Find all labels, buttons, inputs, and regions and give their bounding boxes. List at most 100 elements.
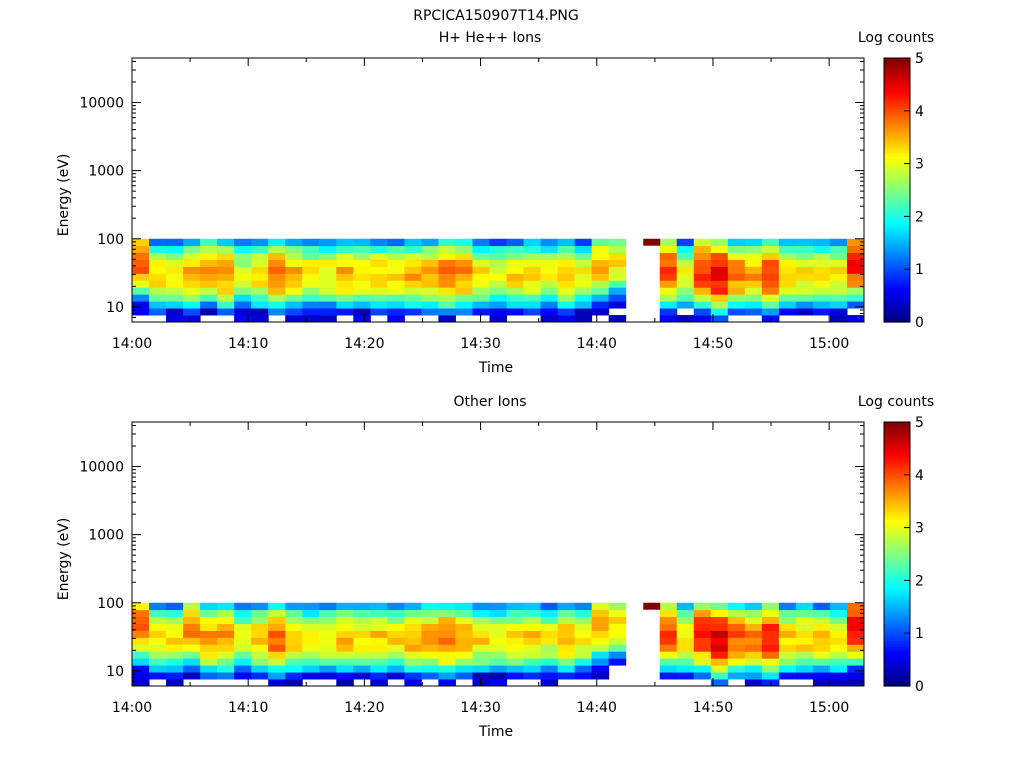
spectrogram-cell: [506, 658, 525, 666]
spectrogram-cell: [727, 602, 746, 611]
spectrogram-cell: [166, 623, 184, 631]
colorbar-segment: [884, 588, 910, 592]
spectrogram-cell: [438, 672, 456, 680]
spectrogram-cell: [132, 252, 150, 260]
spectrogram-cell: [710, 280, 729, 288]
spectrogram-cell: [472, 273, 490, 281]
spectrogram-cell: [132, 259, 150, 267]
spectrogram-cell: [319, 602, 337, 611]
spectrogram-cell: [251, 245, 269, 254]
spectrogram-cell: [251, 294, 269, 302]
spectrogram-cell: [506, 294, 525, 302]
spectrogram-cell: [795, 294, 814, 302]
spectrogram-cell: [285, 637, 303, 645]
spectrogram-cell: [795, 273, 814, 281]
spectrogram-cell: [438, 245, 456, 254]
colorbar-segment: [884, 543, 910, 547]
colorbar-segment: [884, 472, 910, 476]
spectrogram-cell: [540, 266, 559, 274]
colorbar-segment: [884, 654, 910, 658]
spectrogram-cell: [523, 623, 542, 631]
spectrogram-cell: [676, 245, 695, 254]
colorbar-segment: [884, 79, 910, 83]
spectrogram-cell: [846, 679, 865, 687]
spectrogram-cell: [846, 266, 865, 274]
spectrogram-cell: [591, 238, 610, 247]
spectrogram-cell: [421, 259, 439, 267]
spectrogram-cell: [540, 315, 559, 323]
spectrogram-cell: [438, 294, 456, 302]
colorbar-segment: [884, 522, 910, 526]
spectrogram-cell: [472, 602, 490, 611]
colorbar-segment: [884, 593, 910, 597]
spectrogram-cell: [132, 637, 150, 645]
spectrogram-cell: [183, 259, 201, 267]
spectrogram-cell: [472, 665, 490, 673]
spectrogram-cell: [404, 287, 422, 295]
spectrogram-cell: [778, 252, 797, 260]
spectrogram-cell: [455, 294, 473, 302]
spectrogram-cell: [132, 301, 150, 309]
spectrogram-cell: [336, 266, 354, 274]
spectrogram-cell: [761, 266, 780, 274]
spectrogram-cell: [234, 623, 252, 631]
colorbar-segment: [884, 221, 910, 225]
spectrogram-cell: [421, 252, 439, 260]
spectrogram-cell: [302, 623, 320, 631]
spectrogram-cell: [659, 294, 678, 302]
spectrogram-cell: [183, 630, 201, 638]
spectrogram-cell: [778, 266, 797, 274]
spectrogram-cell: [829, 644, 848, 652]
spectrogram-cell: [472, 644, 490, 652]
colorbar-segment: [884, 184, 910, 188]
spectrogram-cell: [234, 651, 252, 659]
spectrogram-cell: [472, 609, 490, 618]
colorbar-segment: [884, 651, 910, 655]
spectrogram-cell: [574, 266, 593, 274]
spectrogram-cell: [404, 637, 422, 645]
spectrogram-cell: [523, 245, 542, 254]
spectrogram-cell: [659, 616, 678, 624]
spectrogram-cell: [472, 630, 490, 638]
colorbar-segment: [884, 314, 910, 318]
colorbar-segment: [884, 287, 910, 291]
spectrogram-cell: [659, 672, 678, 680]
spectrogram-cell: [404, 672, 422, 680]
spectrogram-cell: [489, 245, 508, 254]
colorbar-segment: [884, 81, 910, 85]
colorbar-segment: [884, 319, 910, 323]
spectrogram-cell: [455, 658, 473, 666]
colorbar-segment: [884, 443, 910, 447]
spectrogram-cell: [370, 238, 388, 247]
spectrogram-cell: [234, 644, 252, 652]
spectrogram-cell: [778, 616, 797, 624]
spectrogram-cell: [795, 609, 814, 618]
spectrogram-cell: [489, 616, 508, 624]
spectrogram-cell: [149, 665, 167, 673]
spectrogram-cell: [132, 238, 150, 247]
spectrogram-cell: [268, 273, 286, 281]
spectrogram-cell: [591, 301, 610, 309]
spectrogram-cell: [812, 245, 831, 254]
spectrogram-cell: [268, 644, 286, 652]
spectrogram-cell: [455, 651, 473, 659]
spectrogram-cell: [489, 280, 508, 288]
spectrogram-cell: [455, 623, 473, 631]
colorbar-segment: [884, 445, 910, 449]
spectrogram-cell: [421, 301, 439, 309]
spectrogram-cell: [370, 301, 388, 309]
spectrogram-cell: [336, 259, 354, 267]
x-tick-label: 14:10: [228, 700, 268, 716]
spectrogram-cell: [829, 651, 848, 659]
spectrogram-cell: [234, 637, 252, 645]
spectrogram-cell: [183, 672, 201, 680]
spectrogram-cell: [829, 238, 848, 247]
spectrogram-cell: [166, 266, 184, 274]
spectrogram-cell: [557, 315, 576, 323]
spectrogram-cell: [591, 658, 610, 666]
spectrogram-cell: [643, 602, 661, 610]
spectrogram-cell: [387, 651, 405, 659]
spectrogram-cell: [591, 273, 610, 281]
spectrogram-cell: [149, 280, 167, 288]
spectrogram-cell: [404, 294, 422, 302]
